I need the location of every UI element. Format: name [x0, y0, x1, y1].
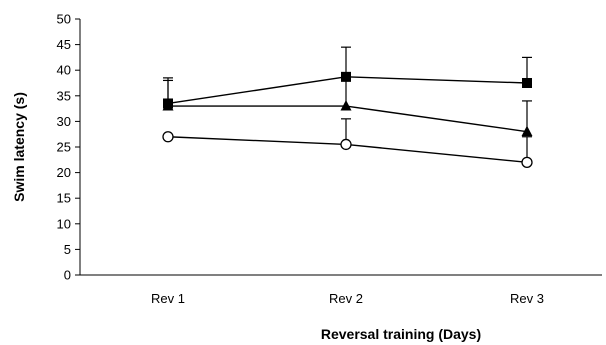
series-1-point-2 [521, 125, 533, 137]
y-tick-label-2: 10 [57, 216, 71, 231]
x-tick-label-0: Rev 1 [151, 291, 185, 306]
y-tick-label-4: 20 [57, 165, 71, 180]
series-2-point-0 [162, 131, 174, 143]
x-tick-label-2: Rev 3 [510, 291, 544, 306]
y-axis-title: Swim latency (s) [11, 92, 27, 202]
plot-area: 0 5 10 15 20 25 30 35 40 45 50 Rev 1 Rev 2 Rev 3 [57, 12, 602, 306]
series-1-point-0 [162, 100, 174, 111]
y-tick-label-3: 15 [57, 191, 71, 206]
series-1-point-1 [340, 100, 352, 111]
series-0-point-1 [341, 71, 351, 82]
x-axis-title: Reversal training (Days) [321, 326, 481, 342]
x-tick-label-1: Rev 2 [329, 291, 363, 306]
series-0-point-2 [522, 78, 532, 88]
y-tick-label-9: 45 [57, 37, 71, 52]
y-tick-label-7: 35 [57, 88, 71, 103]
y-tick-label-8: 40 [57, 63, 71, 78]
y-tick-label-10: 50 [57, 12, 71, 27]
series-2-point-1 [340, 138, 352, 151]
y-tick-label-1: 5 [64, 242, 71, 257]
y-tick-label-5: 25 [57, 140, 71, 155]
y-tick-label-6: 30 [57, 114, 71, 129]
y-tick-label-0: 0 [64, 268, 71, 283]
series-2-point-2 [521, 156, 533, 169]
